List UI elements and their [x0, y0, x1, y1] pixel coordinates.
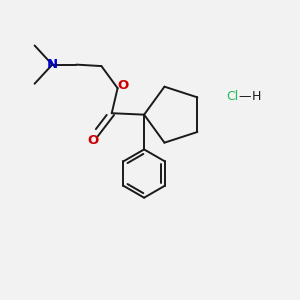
Text: N: N — [47, 58, 58, 71]
Text: O: O — [88, 134, 99, 147]
Text: H: H — [252, 91, 261, 103]
Text: O: O — [117, 79, 128, 92]
Text: —: — — [238, 91, 251, 103]
Text: Cl: Cl — [226, 91, 238, 103]
